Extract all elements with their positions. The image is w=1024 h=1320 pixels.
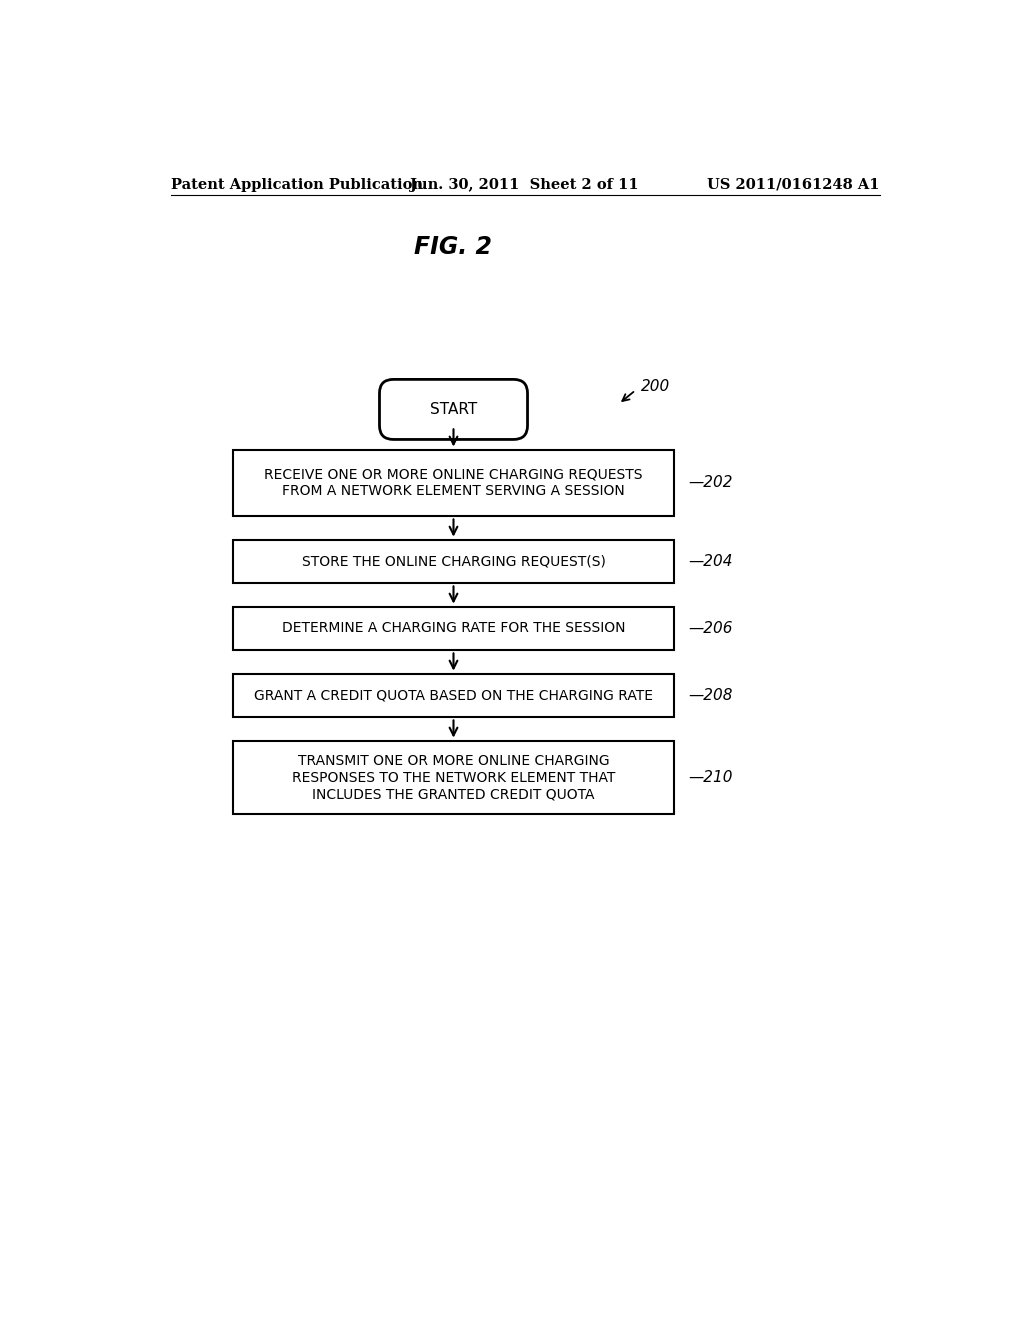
Text: FIG. 2: FIG. 2	[415, 235, 493, 260]
Text: —204: —204	[688, 554, 733, 569]
Text: FROM A NETWORK ELEMENT SERVING A SESSION: FROM A NETWORK ELEMENT SERVING A SESSION	[283, 484, 625, 498]
Text: RESPONSES TO THE NETWORK ELEMENT THAT: RESPONSES TO THE NETWORK ELEMENT THAT	[292, 771, 615, 785]
Text: STORE THE ONLINE CHARGING REQUEST(S): STORE THE ONLINE CHARGING REQUEST(S)	[301, 554, 605, 569]
FancyBboxPatch shape	[232, 607, 675, 649]
Text: —202: —202	[688, 475, 733, 491]
Text: Patent Application Publication: Patent Application Publication	[171, 178, 423, 191]
FancyBboxPatch shape	[232, 742, 675, 814]
Text: —210: —210	[688, 771, 733, 785]
Text: RECEIVE ONE OR MORE ONLINE CHARGING REQUESTS: RECEIVE ONE OR MORE ONLINE CHARGING REQU…	[264, 467, 643, 482]
Text: Jun. 30, 2011  Sheet 2 of 11: Jun. 30, 2011 Sheet 2 of 11	[411, 178, 639, 191]
Text: START: START	[430, 401, 477, 417]
Text: TRANSMIT ONE OR MORE ONLINE CHARGING: TRANSMIT ONE OR MORE ONLINE CHARGING	[298, 754, 609, 768]
FancyBboxPatch shape	[232, 675, 675, 717]
Text: INCLUDES THE GRANTED CREDIT QUOTA: INCLUDES THE GRANTED CREDIT QUOTA	[312, 788, 595, 801]
FancyBboxPatch shape	[232, 450, 675, 516]
Text: —206: —206	[688, 620, 733, 636]
FancyBboxPatch shape	[380, 379, 527, 440]
Text: DETERMINE A CHARGING RATE FOR THE SESSION: DETERMINE A CHARGING RATE FOR THE SESSIO…	[282, 622, 626, 635]
Text: US 2011/0161248 A1: US 2011/0161248 A1	[708, 178, 880, 191]
Text: 200: 200	[641, 379, 671, 393]
Text: —208: —208	[688, 688, 733, 704]
FancyBboxPatch shape	[232, 540, 675, 582]
Text: GRANT A CREDIT QUOTA BASED ON THE CHARGING RATE: GRANT A CREDIT QUOTA BASED ON THE CHARGI…	[254, 689, 653, 702]
